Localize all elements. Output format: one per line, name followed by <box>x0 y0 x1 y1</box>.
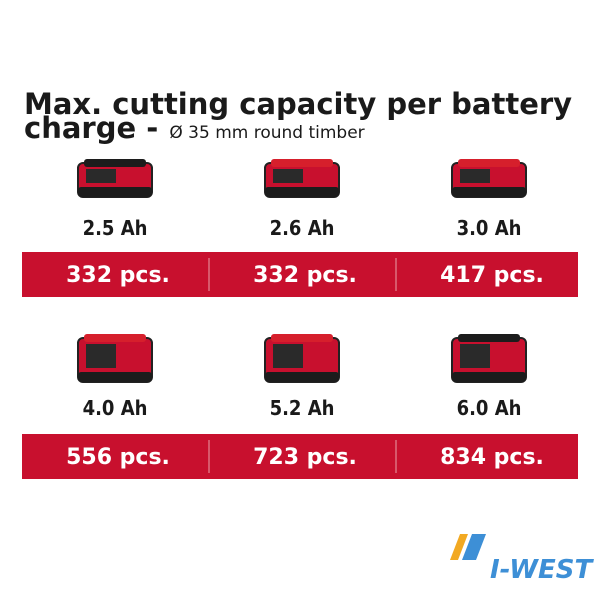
battery-icon <box>77 334 153 383</box>
watermark-logo: I-WEST <box>450 534 594 585</box>
title: Max. cutting capacity per battery <box>24 87 572 121</box>
capacity-label: 6.0 Ah <box>457 396 522 420</box>
result-label: 417 pcs. <box>440 263 544 288</box>
result-label: 556 pcs. <box>66 445 170 470</box>
battery-top <box>458 334 520 342</box>
battery-top <box>458 159 520 167</box>
battery-icon <box>77 159 153 198</box>
result-label: 834 pcs. <box>440 445 544 470</box>
battery-label <box>86 169 116 183</box>
battery-top <box>84 159 146 167</box>
result-band <box>22 434 578 479</box>
capacity-label: 2.5 Ah <box>83 216 148 240</box>
battery-icon <box>264 334 340 383</box>
capacity-label: 2.6 Ah <box>270 216 335 240</box>
battery-label <box>273 344 303 368</box>
battery-label <box>273 169 303 183</box>
battery-label <box>460 169 490 183</box>
battery-top <box>271 159 333 167</box>
result-label: 332 pcs. <box>253 263 357 288</box>
capacity-label: 5.2 Ah <box>270 396 335 420</box>
title-line: charge - Ø 35 mm round timber <box>24 111 365 145</box>
battery-icon <box>264 159 340 198</box>
battery-label <box>460 344 490 368</box>
result-label: 723 pcs. <box>253 445 357 470</box>
capacity-label: 4.0 Ah <box>83 396 148 420</box>
battery-top <box>271 334 333 342</box>
battery-base <box>78 187 152 197</box>
battery-icon <box>451 334 527 383</box>
battery-base <box>78 372 152 382</box>
battery-top <box>84 334 146 342</box>
battery-base <box>265 372 339 382</box>
result-band <box>22 252 578 297</box>
battery-base <box>452 187 526 197</box>
battery-base <box>265 187 339 197</box>
watermark: I-WEST <box>490 555 594 585</box>
battery-label <box>86 344 116 368</box>
capacity-label: 3.0 Ah <box>457 216 522 240</box>
result-label: 332 pcs. <box>66 263 170 288</box>
battery-icon <box>451 159 527 198</box>
title-line2: charge - <box>24 111 158 145</box>
battery-base <box>452 372 526 382</box>
subtitle: Ø 35 mm round timber <box>169 123 364 143</box>
